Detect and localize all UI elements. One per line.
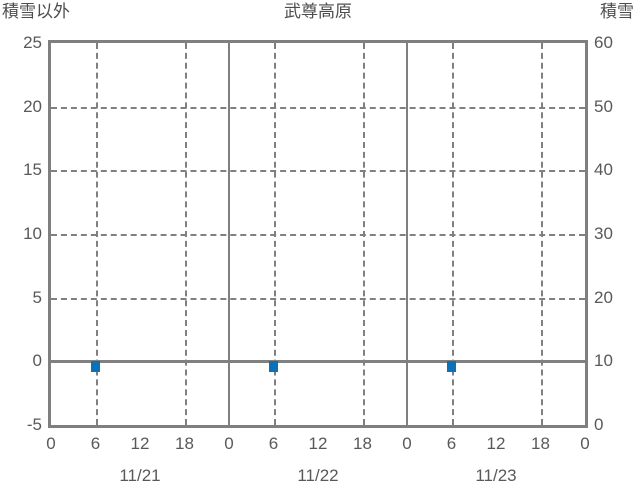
horizontal-gridline	[51, 106, 585, 109]
x-axis-tick-label: 0	[402, 434, 412, 453]
right-axis-tick-label: 50	[594, 96, 613, 116]
day-separator-line	[228, 43, 230, 425]
x-axis-tick-label: 0	[580, 434, 590, 453]
x-axis-tick-label: 6	[268, 434, 279, 453]
right-axis-tick-label: 10	[594, 351, 613, 371]
left-axis-title: 積雪以外	[2, 2, 70, 21]
left-axis-tick-label: 20	[23, 96, 42, 116]
right-axis-tick-label: 30	[594, 224, 613, 243]
right-axis-tick-label: 40	[594, 160, 613, 180]
bar	[269, 361, 278, 372]
x-axis-tick-label: 6	[90, 434, 101, 453]
page-title: 武尊高原	[284, 2, 352, 21]
left-axis-tick-label: 25	[23, 33, 42, 52]
right-axis-tick-label: 20	[594, 287, 613, 307]
x-axis-tick-label: 12	[486, 434, 506, 453]
left-axis-tick-label: 10	[23, 224, 42, 243]
x-axis-day-label: 11/22	[297, 466, 339, 485]
left-axis-tick-label: 15	[23, 160, 42, 180]
day-separator-line	[406, 43, 408, 425]
x-axis-tick-label: 18	[353, 434, 372, 453]
left-axis-tick-label: 0	[32, 351, 42, 371]
plot-area	[48, 40, 588, 428]
x-axis-tick-label: 12	[308, 434, 328, 453]
x-axis-tick-label: 12	[130, 434, 150, 453]
vertical-gridline	[451, 43, 454, 425]
zero-baseline	[51, 360, 585, 364]
right-axis-title: 積雪	[600, 2, 634, 21]
x-axis-tick-label: 0	[46, 434, 56, 453]
horizontal-gridline	[51, 297, 585, 300]
x-axis-day-label: 11/23	[475, 466, 517, 485]
horizontal-gridline	[51, 234, 585, 236]
x-axis-tick-label: 0	[224, 434, 234, 453]
right-axis-tick-label: 0	[594, 415, 604, 434]
vertical-gridline	[95, 43, 98, 425]
vertical-gridline	[184, 43, 187, 425]
x-axis-day-label: 11/21	[119, 466, 161, 485]
x-axis-tick-label: 6	[446, 434, 457, 453]
left-axis-tick-label: 5	[32, 287, 42, 307]
plot-inner	[51, 43, 585, 425]
vertical-gridline	[273, 43, 276, 425]
bar	[91, 361, 100, 372]
vertical-gridline	[540, 43, 543, 425]
right-axis-tick-label: 60	[594, 33, 613, 52]
left-axis-tick-label: -5	[26, 415, 42, 434]
horizontal-gridline	[51, 170, 585, 173]
x-axis-tick-label: 18	[175, 434, 194, 453]
bar	[447, 361, 456, 372]
vertical-gridline	[362, 43, 365, 425]
x-axis-tick-label: 18	[531, 434, 550, 453]
